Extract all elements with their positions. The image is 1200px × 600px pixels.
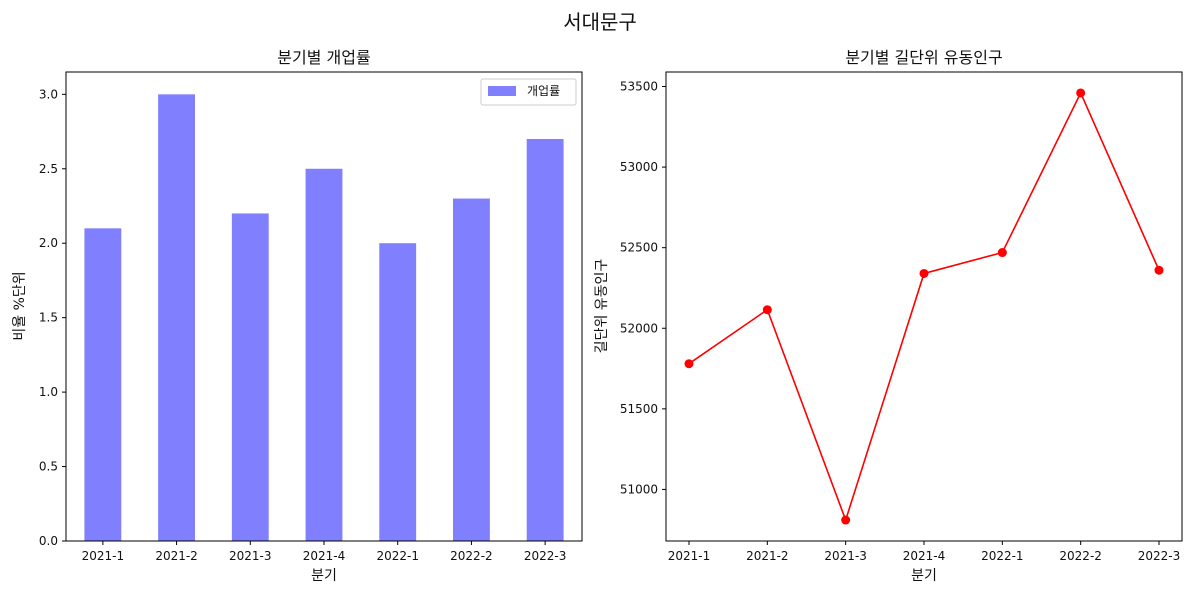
bar [84,228,122,542]
x-tick-label: 2022-1 [981,549,1024,563]
bar-chart-legend: 개업률 [480,78,577,106]
y-tick-label: 2.5 [39,162,58,176]
data-point [762,305,772,315]
y-tick-label: 1.5 [39,311,58,325]
x-tick-label: 2022-1 [376,549,419,563]
x-tick-label: 2021-3 [229,549,272,563]
line-chart-xlabel: 분기 [911,568,937,584]
bar [158,94,195,541]
x-tick-label: 2021-4 [303,549,346,563]
x-tick-label: 2021-1 [668,549,711,563]
y-tick-label: 0.5 [39,460,58,474]
bar-chart-panel: 분기별 개업률 0.0 0.5 1.0 1.5 2.0 2.5 3.0 2021-1 2021… [12,48,583,584]
bar [453,198,490,542]
data-point [919,268,929,278]
bar-chart-title: 분기별 개업률 [277,48,370,67]
y-tick-label: 52000 [620,321,658,335]
y-tick-label: 53500 [620,80,658,94]
x-tick-label: 2022-3 [524,549,567,563]
bar-chart-frame [65,71,583,542]
data-point [997,248,1007,258]
data-point [841,515,851,525]
legend-label: 개업률 [527,84,560,98]
x-tick-label: 2022-2 [450,549,493,563]
x-tick-label: 2022-3 [1138,549,1181,563]
line-chart-title: 분기별 길단위 유동인구 [845,48,1002,67]
line-chart-panel: 분기별 길단위 유동인구 51000 51500 52000 52500 53000 53… [594,48,1183,584]
y-tick-label: 53000 [620,160,658,174]
series-line [688,91,1160,523]
data-point [1154,265,1164,275]
x-tick-label: 2021-2 [155,549,198,563]
bar-chart-ylabel: 비율 %단위 [12,271,28,340]
y-tick-label: 51000 [620,482,658,496]
x-tick-label: 2022-2 [1059,549,1102,563]
x-tick-label: 2021-1 [82,549,125,563]
data-point [1076,88,1086,98]
bar [231,213,269,541]
legend-swatch [488,86,516,96]
bar [305,168,343,541]
y-tick-label: 1.0 [39,385,58,399]
y-tick-label: 52500 [620,241,658,255]
x-tick-label: 2021-2 [746,549,789,563]
data-point [684,359,694,369]
bar [526,139,564,541]
x-tick-label: 2021-4 [903,549,946,563]
y-tick-label: 51500 [620,402,658,416]
line-chart-frame [665,71,1183,542]
bar-chart-xlabel: 분기 [311,568,337,584]
x-tick-label: 2021-3 [824,549,867,563]
line-chart-ylabel: 길단위 유동인구 [594,259,610,354]
y-tick-label: 0.0 [39,534,58,548]
y-tick-label: 3.0 [39,87,58,101]
bar [379,243,417,541]
y-tick-label: 2.0 [39,236,58,250]
figure-title: 서대문구 [563,10,637,34]
